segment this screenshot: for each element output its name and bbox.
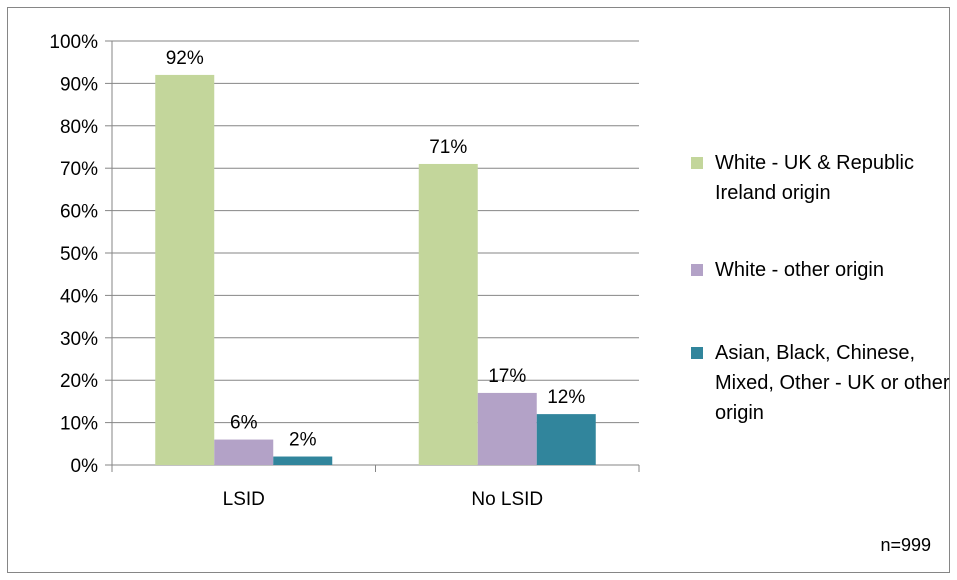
data-label: 92%	[166, 48, 204, 69]
chart-frame: 0% 10% 20% 30% 40% 50% 60% 70% 80% 90% 100% 92% 6% 2%…	[7, 7, 950, 573]
bar	[155, 74, 215, 466]
legend-swatch-white-other	[691, 264, 703, 276]
bar	[418, 163, 478, 465]
bar	[214, 439, 274, 465]
chart-legend: White - UK & Republic Ireland origin Whi…	[691, 148, 957, 428]
data-label: 2%	[289, 430, 317, 451]
legend-item-white-uk-ireland: White - UK & Republic Ireland origin	[691, 148, 957, 208]
y-tick-label: 40%	[60, 286, 98, 307]
data-label: 6%	[230, 413, 258, 434]
y-tick-label: 80%	[60, 117, 98, 138]
y-tick-label: 60%	[60, 202, 98, 223]
y-tick-label: 10%	[60, 414, 98, 435]
legend-item-asian-black-chinese-mixed-other: Asian, Black, Chinese, Mixed, Other - UK…	[691, 338, 957, 428]
legend-label-asian-black-chinese-mixed-other: Asian, Black, Chinese, Mixed, Other - UK…	[715, 342, 950, 424]
y-tick-label: 50%	[60, 244, 98, 265]
legend-label-white-other: White - other origin	[715, 259, 884, 281]
y-tick-label: 20%	[60, 371, 98, 392]
sample-size-note: n=999	[880, 535, 931, 555]
data-label: 17%	[488, 366, 526, 387]
y-tick-label: 0%	[71, 456, 99, 477]
data-label: 71%	[429, 137, 467, 158]
x-tick-label: No LSID	[471, 489, 543, 510]
bar	[477, 392, 537, 465]
y-tick-label: 100%	[49, 32, 98, 53]
y-tick-label: 70%	[60, 159, 98, 180]
legend-item-white-other: White - other origin	[691, 255, 957, 285]
legend-swatch-white-uk-ireland	[691, 157, 703, 169]
y-tick-label: 90%	[60, 74, 98, 95]
y-tick-label: 30%	[60, 329, 98, 350]
legend-swatch-asian-black-chinese-mixed-other	[691, 347, 703, 359]
x-tick-label: LSID	[223, 489, 265, 510]
legend-label-white-uk-ireland: White - UK & Republic Ireland origin	[715, 152, 914, 204]
bar	[536, 414, 596, 465]
chart-plot: 0% 10% 20% 30% 40% 50% 60% 70% 80% 90% 100% 92% 6% 2%…	[49, 32, 640, 510]
data-label: 12%	[547, 387, 585, 408]
bar	[273, 456, 333, 465]
